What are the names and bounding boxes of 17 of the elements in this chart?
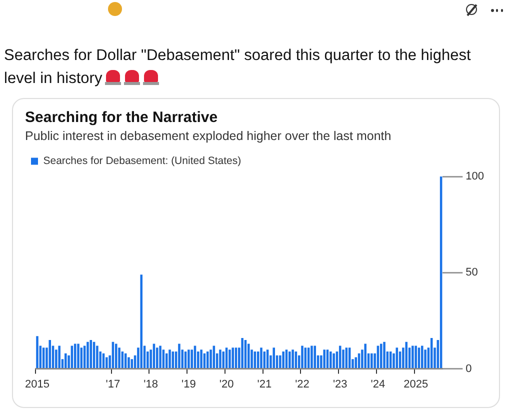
- x-tick-label: '22: [295, 378, 310, 390]
- x-tick-label: '17: [106, 378, 120, 390]
- x-tick-label: 2025: [404, 378, 428, 390]
- y-tick-label: 0: [466, 362, 472, 375]
- x-tick-label: '19: [182, 378, 196, 390]
- legend-label: Searches for Debasement: (United States): [43, 155, 242, 168]
- x-tick-label: '18: [144, 378, 158, 390]
- y-tick-label: 50: [466, 266, 478, 279]
- chart-subtitle: Public interest in debasement exploded higher over the last month: [25, 128, 392, 143]
- x-tick-label: '23: [332, 378, 348, 390]
- x-tick-label: '20: [219, 378, 234, 390]
- x-tick-label: 2015: [25, 378, 50, 390]
- text: Searches for Dollar "Debasement" soared this quarter to the highest level in history: [4, 47, 471, 87]
- y-tick-label: 100: [466, 170, 484, 183]
- x-tick-label: '21: [257, 378, 272, 390]
- chart-title: Searching for the Narrative: [25, 109, 218, 126]
- x-tick-label: '24: [370, 378, 386, 390]
